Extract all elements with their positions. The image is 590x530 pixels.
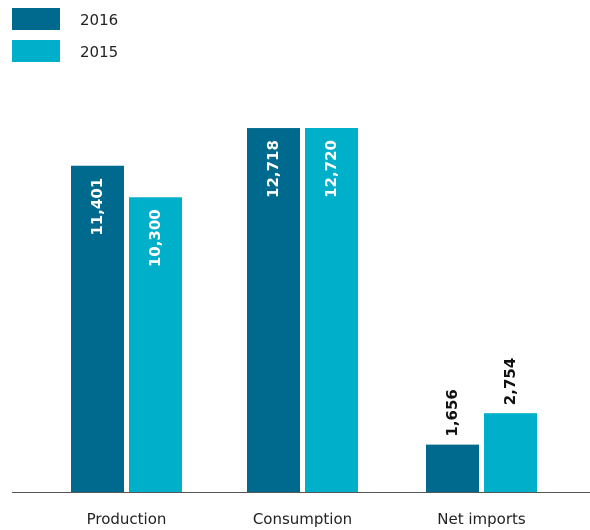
legend-label: 2016	[80, 11, 118, 29]
value-label: 1,656	[443, 389, 461, 436]
legend-swatch	[12, 8, 60, 30]
legend-swatch	[12, 40, 60, 62]
x-tick-label: Net imports	[437, 510, 526, 528]
value-label: 11,401	[88, 178, 106, 236]
bar	[426, 444, 479, 492]
x-tick-label: Consumption	[253, 510, 352, 528]
bar	[71, 165, 124, 492]
bar	[484, 413, 537, 492]
bar	[305, 128, 358, 492]
value-label: 12,718	[264, 140, 282, 198]
value-label: 10,300	[146, 209, 164, 267]
legend-label: 2015	[80, 43, 118, 61]
bar	[129, 197, 182, 492]
bar	[247, 128, 300, 492]
value-label: 12,720	[322, 140, 340, 198]
value-label: 2,754	[501, 358, 519, 405]
x-tick-label: Production	[87, 510, 167, 528]
